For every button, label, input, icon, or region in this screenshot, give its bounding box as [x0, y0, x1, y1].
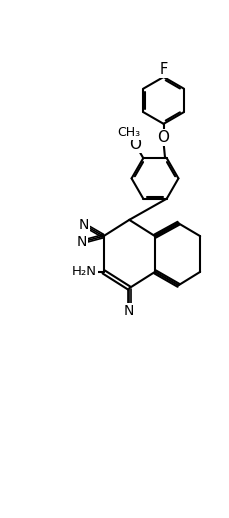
Text: O: O	[157, 130, 169, 145]
Text: N: N	[76, 235, 86, 249]
Text: H₂N: H₂N	[71, 265, 96, 278]
Text: F: F	[159, 62, 167, 77]
Text: O: O	[128, 137, 140, 152]
Text: CH₃: CH₃	[116, 126, 139, 139]
Text: N: N	[124, 304, 134, 318]
Text: N: N	[78, 218, 89, 232]
